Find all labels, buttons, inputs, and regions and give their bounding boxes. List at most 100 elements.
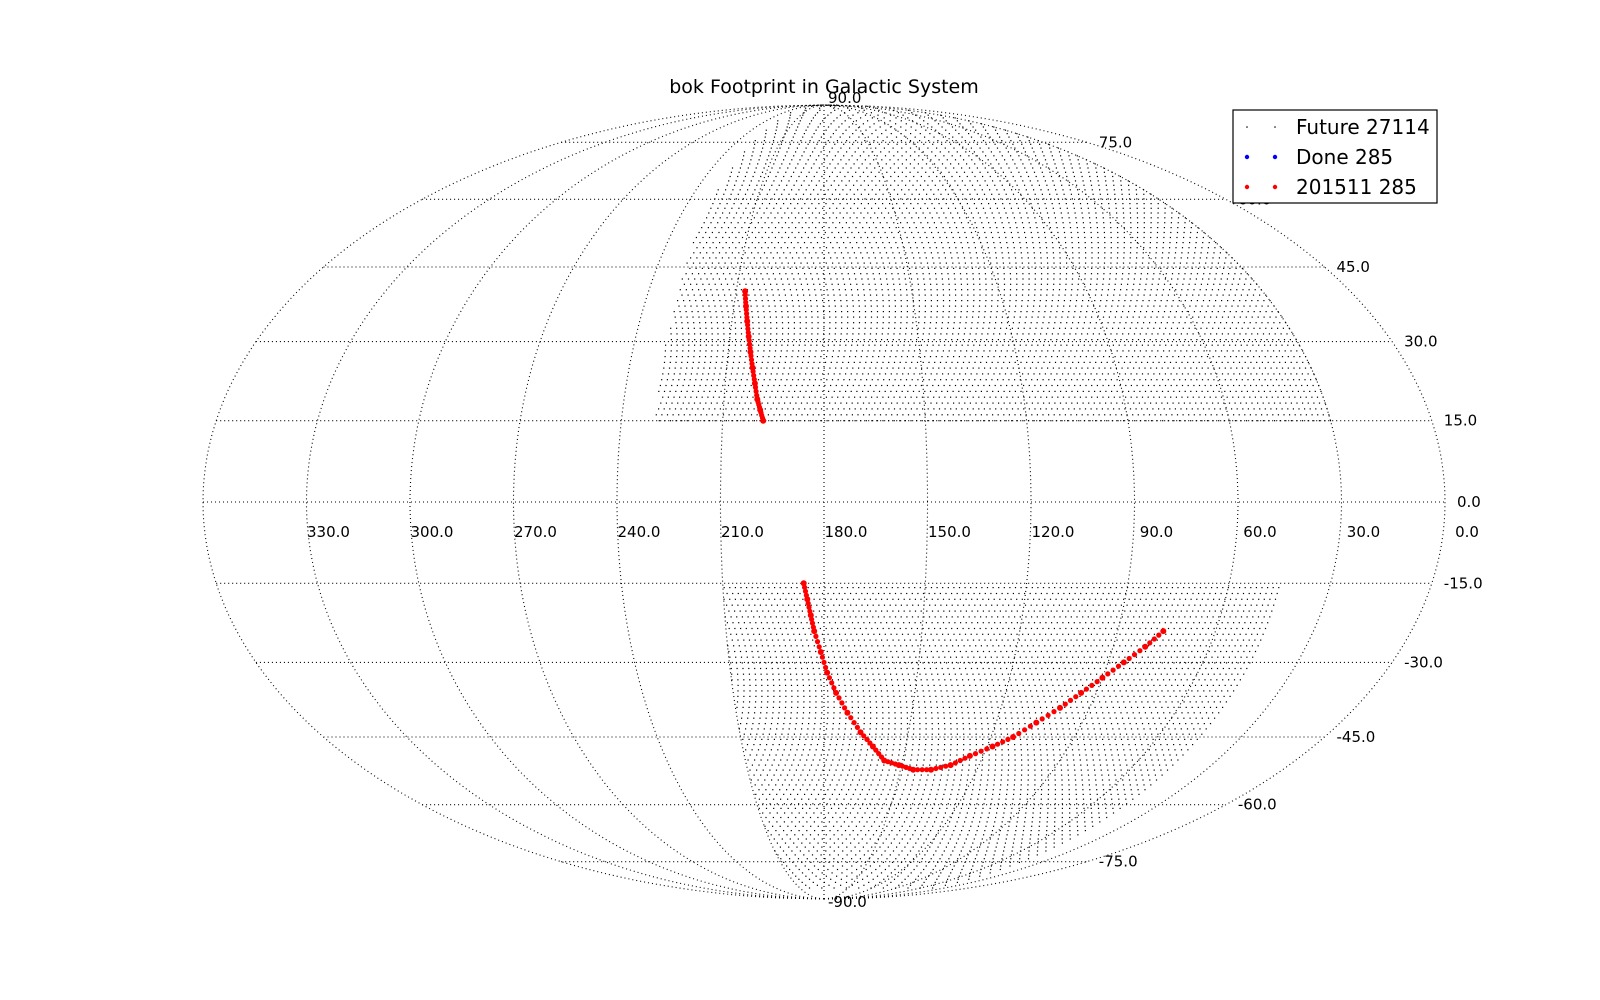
future-point: [1284, 350, 1286, 352]
future-point: [878, 356, 880, 358]
future-point: [991, 294, 993, 296]
future-point: [827, 236, 829, 239]
future-point: [920, 344, 922, 346]
future-point: [1119, 294, 1121, 296]
future-point: [799, 311, 801, 313]
future-point: [954, 311, 956, 313]
future-point: [851, 155, 853, 157]
future-point: [900, 311, 902, 313]
future-point: [995, 159, 997, 161]
future-point: [894, 212, 896, 214]
future-point: [1097, 252, 1099, 254]
future-point: [994, 384, 996, 387]
future-point: [828, 305, 830, 307]
future-point: [1116, 262, 1118, 264]
future-point: [1071, 242, 1073, 244]
future-point: [1129, 257, 1131, 259]
future-point: [1078, 252, 1080, 254]
future-point: [719, 373, 721, 375]
future-point: [1051, 396, 1053, 398]
future-point: [829, 105, 831, 107]
future-point: [842, 396, 844, 398]
future-point: [966, 367, 968, 369]
future-point: [731, 390, 733, 392]
future-point: [882, 294, 884, 296]
future-point: [1247, 408, 1249, 410]
future-point: [1145, 311, 1148, 313]
future-point: [854, 151, 856, 153]
future-point: [823, 311, 825, 313]
future-point: [740, 257, 743, 259]
future-point: [768, 356, 770, 358]
future-point: [878, 143, 880, 145]
future-point: [799, 120, 801, 122]
future-point: [999, 136, 1001, 138]
future-point: [1167, 379, 1169, 381]
future-point: [1150, 207, 1152, 209]
future-point: [883, 379, 885, 381]
future-point: [1199, 373, 1201, 375]
future-point: [780, 180, 783, 182]
future-point: [825, 212, 827, 214]
future-point: [977, 212, 979, 214]
future-point: [890, 247, 892, 249]
future-point: [1028, 333, 1030, 335]
future-point: [884, 123, 886, 125]
future-point: [857, 294, 859, 296]
future-point: [738, 242, 740, 244]
future-point: [711, 344, 713, 346]
future-point: [1023, 350, 1026, 352]
future-point: [832, 420, 834, 422]
future-point: [970, 373, 972, 375]
future-point: [750, 180, 752, 182]
future-point: [796, 180, 798, 182]
future-point: [807, 198, 809, 200]
future-point: [1053, 273, 1055, 275]
future-point: [1300, 414, 1302, 416]
future-point: [1020, 252, 1022, 254]
future-point: [763, 140, 765, 142]
future-point: [1150, 227, 1152, 229]
future-point: [772, 257, 774, 259]
future-point: [845, 294, 847, 296]
future-point: [687, 327, 689, 329]
future-point: [741, 396, 743, 398]
future-point: [891, 231, 893, 234]
future-point: [728, 257, 730, 259]
future-point: [1065, 252, 1067, 254]
future-point: [827, 350, 829, 352]
future-point: [1082, 180, 1084, 182]
future-point: [1116, 350, 1118, 352]
future-point: [894, 322, 896, 324]
future-point: [1200, 344, 1202, 346]
future-point: [973, 283, 975, 285]
future-point: [1124, 344, 1126, 346]
future-point: [755, 361, 758, 363]
future-point: [1090, 408, 1092, 410]
future-point: [1129, 203, 1131, 205]
future-point: [702, 236, 704, 239]
future-point: [1068, 184, 1070, 186]
future-point: [1031, 147, 1033, 149]
future-point: [803, 396, 805, 398]
future-point: [966, 203, 968, 205]
future-point: [1225, 408, 1227, 410]
future-point: [1144, 316, 1146, 318]
future-point: [1059, 402, 1062, 404]
future-point: [1317, 414, 1319, 416]
future-point: [1301, 384, 1303, 387]
future-point: [680, 390, 682, 392]
future-point: [1171, 212, 1173, 214]
future-point: [1022, 356, 1024, 358]
future-point: [1193, 373, 1195, 375]
future-point: [1049, 147, 1051, 149]
future-point: [943, 384, 945, 387]
future-point: [723, 339, 725, 341]
future-point: [1050, 420, 1052, 422]
future-point: [887, 289, 889, 291]
future-point: [1253, 356, 1255, 358]
future-point: [1240, 402, 1242, 404]
future-point: [1170, 222, 1172, 224]
future-point: [686, 390, 688, 392]
future-point: [862, 242, 864, 244]
